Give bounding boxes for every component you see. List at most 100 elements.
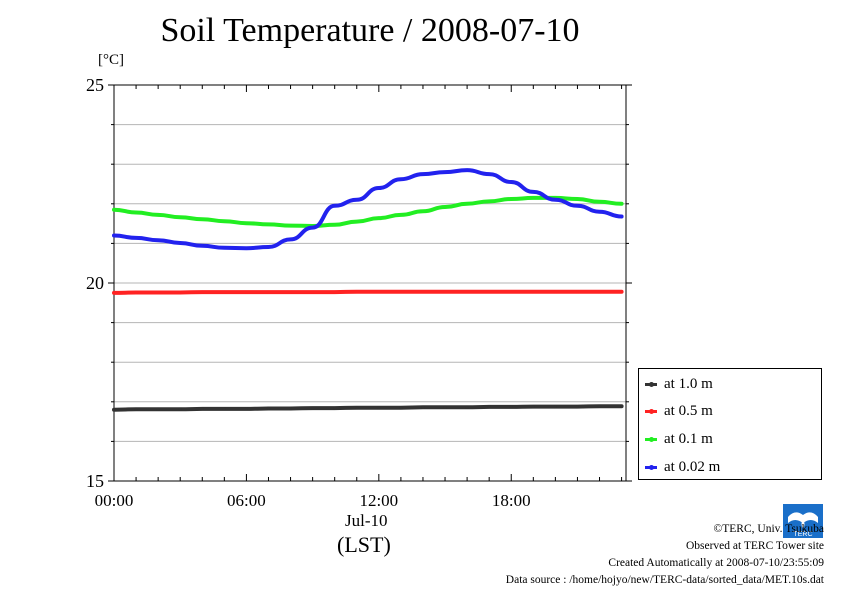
- legend: at 1.0 m at 0.5 m at 0.1 m at 0.02 m: [638, 368, 822, 480]
- data-point: [244, 407, 248, 411]
- legend-label: at 1.0 m: [664, 375, 713, 392]
- data-point: [333, 204, 337, 208]
- series-line: [112, 195, 624, 228]
- data-point: [134, 236, 138, 240]
- y-axis-unit: [°C]: [98, 52, 124, 68]
- data-point: [156, 290, 160, 295]
- chart-title: Soil Temperature / 2008-07-10: [160, 12, 580, 49]
- data-point: [244, 221, 248, 225]
- data-point: [487, 199, 491, 203]
- data-point: [443, 290, 447, 294]
- x-axis-ticks: 00:00 06:00 12:00 18:00: [95, 85, 623, 510]
- y-tick-label: 20: [86, 273, 104, 293]
- data-point: [399, 406, 403, 410]
- data-point: [575, 405, 580, 409]
- data-point: [509, 405, 513, 409]
- data-point: [575, 204, 580, 208]
- data-point: [134, 290, 138, 295]
- x-tick-label: 18:00: [492, 491, 531, 510]
- data-point: [399, 177, 403, 181]
- data-point: [620, 214, 624, 219]
- created-text: Created Automatically at 2008-07-10/23:5…: [608, 557, 824, 569]
- data-point: [222, 219, 226, 223]
- data-point: [399, 290, 403, 294]
- legend-swatch: [645, 381, 657, 387]
- data-point: [377, 216, 381, 220]
- data-point: [134, 210, 138, 215]
- y-tick-label: 15: [86, 471, 104, 491]
- data-point: [244, 246, 248, 250]
- legend-swatch: [645, 408, 657, 414]
- data-point: [443, 405, 447, 409]
- data-point: [553, 198, 558, 202]
- data-point: [178, 407, 182, 411]
- x-tick-label: 00:00: [95, 491, 134, 510]
- data-point: [531, 290, 535, 294]
- data-point: [156, 213, 160, 217]
- data-point: [200, 217, 204, 221]
- y-tick-label: 25: [86, 75, 104, 95]
- data-point: [244, 290, 248, 294]
- data-point: [509, 197, 513, 201]
- data-point: [200, 290, 204, 294]
- legend-item: at 0.02 m: [645, 456, 720, 478]
- series-line: [112, 168, 624, 251]
- data-point: [575, 197, 580, 201]
- data-point: [487, 405, 491, 409]
- data-point: [289, 224, 293, 228]
- legend-item: at 0.1 m: [645, 428, 713, 450]
- data-point: [134, 407, 138, 411]
- data-point: [222, 246, 226, 250]
- data-point: [620, 290, 624, 294]
- data-point: [597, 404, 602, 408]
- data-point: [575, 290, 580, 294]
- data-point: [333, 406, 337, 410]
- data-point: [156, 407, 160, 411]
- legend-swatch: [645, 464, 657, 470]
- legend-item: at 1.0 m: [645, 373, 713, 395]
- legend-label: at 0.02 m: [664, 458, 721, 475]
- copyright-text: ©TERC, Univ. Tsukuba: [713, 523, 824, 535]
- data-point: [266, 222, 271, 226]
- data-point: [421, 405, 425, 409]
- data-point: [266, 406, 271, 411]
- data-point: [443, 170, 447, 174]
- data-point: [421, 290, 425, 294]
- x-axis-date-label: Jul-10: [345, 511, 388, 530]
- data-point: [112, 208, 116, 212]
- data-point: [509, 290, 513, 294]
- series-lines: [112, 168, 624, 412]
- data-point: [509, 180, 513, 184]
- data-point: [620, 404, 624, 408]
- data-point: [443, 205, 447, 209]
- data-point: [377, 406, 381, 410]
- data-point: [355, 406, 359, 410]
- data-point: [487, 290, 491, 294]
- data-point: [178, 215, 182, 219]
- data-point: [421, 172, 425, 176]
- credits-block: ©TERC, Univ. Tsukuba Observed at TERC To…: [506, 521, 824, 589]
- data-point: [377, 186, 381, 190]
- data-point: [531, 190, 535, 194]
- data-point: [597, 210, 602, 214]
- data-point: [289, 237, 293, 241]
- data-point: [465, 168, 469, 172]
- x-tick-label: 12:00: [359, 491, 398, 510]
- data-point: [178, 290, 182, 295]
- series-line: [112, 404, 624, 412]
- source-text: Data source : /home/hojyo/new/TERC-data/…: [505, 574, 824, 586]
- data-point: [355, 290, 359, 294]
- data-point: [553, 290, 558, 294]
- data-point: [355, 198, 359, 202]
- data-point: [620, 202, 624, 206]
- data-point: [311, 290, 315, 294]
- data-point: [289, 290, 293, 294]
- logo-text: TERC: [793, 531, 812, 538]
- data-point: [355, 220, 359, 224]
- data-point: [487, 172, 491, 176]
- data-point: [311, 226, 315, 230]
- legend-swatch: [645, 436, 657, 442]
- data-point: [531, 405, 535, 409]
- data-point: [112, 291, 116, 295]
